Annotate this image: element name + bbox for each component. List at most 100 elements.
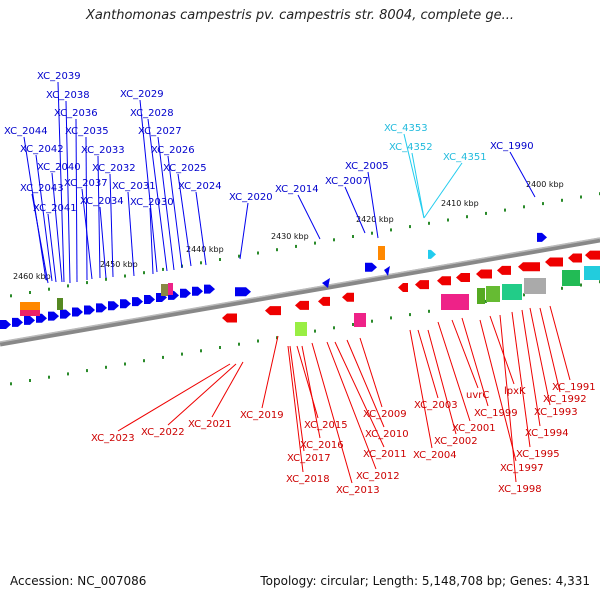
scale-tick xyxy=(200,349,202,353)
scale-tick xyxy=(67,372,69,376)
scale-tick xyxy=(105,277,107,281)
gene-label: lpxK xyxy=(504,386,526,397)
forward-gene-arrow xyxy=(144,295,155,305)
forward-gene-arrow xyxy=(24,315,35,325)
gene-label: XC_2001 xyxy=(452,423,496,434)
scale-tick xyxy=(580,283,582,287)
forward-gene-arrow xyxy=(0,320,11,329)
label-connector xyxy=(97,155,101,279)
label-connector xyxy=(127,191,135,277)
gene-label: XC_2017 xyxy=(287,453,331,464)
label-connector xyxy=(423,162,463,219)
label-connector xyxy=(47,213,57,283)
label-connector xyxy=(117,363,231,432)
reverse-gene-arrow xyxy=(568,253,582,263)
genome-backbone-highlight xyxy=(0,237,600,343)
scale-tick xyxy=(352,323,354,326)
scale-tick xyxy=(542,202,544,206)
gene-label: XC_2034 xyxy=(80,196,124,207)
scale-tick xyxy=(238,342,240,346)
diagram-marks xyxy=(0,81,600,484)
kbp-label: 2410 kbp xyxy=(441,199,479,208)
label-connector xyxy=(139,99,158,273)
scale-tick xyxy=(29,379,31,382)
reverse-gene-arrow xyxy=(518,262,540,272)
gene-label: XC_2024 xyxy=(178,181,222,192)
gene-label: XC_2025 xyxy=(163,163,207,174)
scale-tick xyxy=(485,211,487,215)
gene-label: XC_2015 xyxy=(304,420,348,431)
gene-label: XC_2041 xyxy=(33,203,77,214)
gene-label: XC_1994 xyxy=(525,428,569,439)
gene-label: XC_2029 xyxy=(120,89,164,100)
feature-block xyxy=(502,284,522,300)
forward-gene-arrow xyxy=(537,232,547,242)
gene-label: XC_2009 xyxy=(363,409,407,420)
label-connector xyxy=(437,321,471,422)
label-connector xyxy=(367,171,379,239)
scale-tick xyxy=(314,329,316,333)
reverse-gene-arrow xyxy=(437,276,451,286)
scale-tick xyxy=(143,359,145,363)
gene-label: XC_4351 xyxy=(443,152,487,163)
label-connector xyxy=(51,172,63,283)
gene-label: XC_2043 xyxy=(20,183,64,194)
label-connector xyxy=(489,315,515,385)
gene-label: XC_1992 xyxy=(543,394,587,405)
scale-tick xyxy=(523,205,525,209)
reverse-gene-arrow xyxy=(342,292,354,302)
label-connector xyxy=(539,307,561,393)
label-connector xyxy=(334,341,385,448)
scale-tick xyxy=(466,215,468,219)
label-connector xyxy=(65,100,71,284)
label-connector xyxy=(296,345,319,419)
label-connector xyxy=(81,188,93,280)
feature-block xyxy=(168,283,173,295)
feature-block xyxy=(562,270,580,286)
kbp-label: 2440 kbp xyxy=(186,245,224,254)
topology-text: Topology: circular; Length: 5,148,708 bp… xyxy=(260,574,590,588)
reverse-gene-arrow xyxy=(585,250,600,260)
scale-tick xyxy=(124,274,126,278)
gene-label: XC_4352 xyxy=(389,142,433,153)
scale-tick xyxy=(257,339,259,343)
label-connector xyxy=(99,206,107,279)
scale-tick xyxy=(409,313,411,317)
label-connector xyxy=(167,363,237,426)
feature-block xyxy=(295,322,307,336)
gene-label: XC_2014 xyxy=(275,184,319,195)
reverse-gene-arrow xyxy=(318,296,330,306)
gene-label: XC_2033 xyxy=(81,145,125,156)
scale-tick xyxy=(48,375,50,379)
scale-tick xyxy=(181,352,183,356)
gene-label: XC_1991 xyxy=(552,382,596,393)
label-connector xyxy=(409,329,433,449)
feature-block xyxy=(486,286,500,302)
forward-gene-arrow xyxy=(132,297,143,307)
scale-tick xyxy=(29,291,31,294)
label-connector xyxy=(427,329,457,435)
scale-tick xyxy=(162,267,164,271)
scale-tick xyxy=(10,294,12,298)
label-connector xyxy=(287,345,304,473)
scale-tick xyxy=(124,362,126,366)
label-connector xyxy=(479,319,517,462)
scale-tick xyxy=(352,235,354,238)
scale-tick xyxy=(409,225,411,229)
label-connector xyxy=(359,337,383,408)
gene-label: XC_1999 xyxy=(474,408,518,419)
scale-tick xyxy=(276,336,278,340)
label-connector xyxy=(211,361,244,418)
scale-tick xyxy=(333,326,335,330)
gene-label: uvrC xyxy=(466,390,489,401)
gene-label: XC_2016 xyxy=(300,440,344,451)
gene-label: XC_2012 xyxy=(356,471,400,482)
scale-tick xyxy=(428,309,430,313)
gene-label: XC_4353 xyxy=(384,123,428,134)
label-connector xyxy=(529,307,551,406)
gene-label: XC_2023 xyxy=(91,433,135,444)
scale-tick xyxy=(143,271,145,275)
scale-tick xyxy=(86,369,88,373)
scale-tick xyxy=(523,293,525,297)
